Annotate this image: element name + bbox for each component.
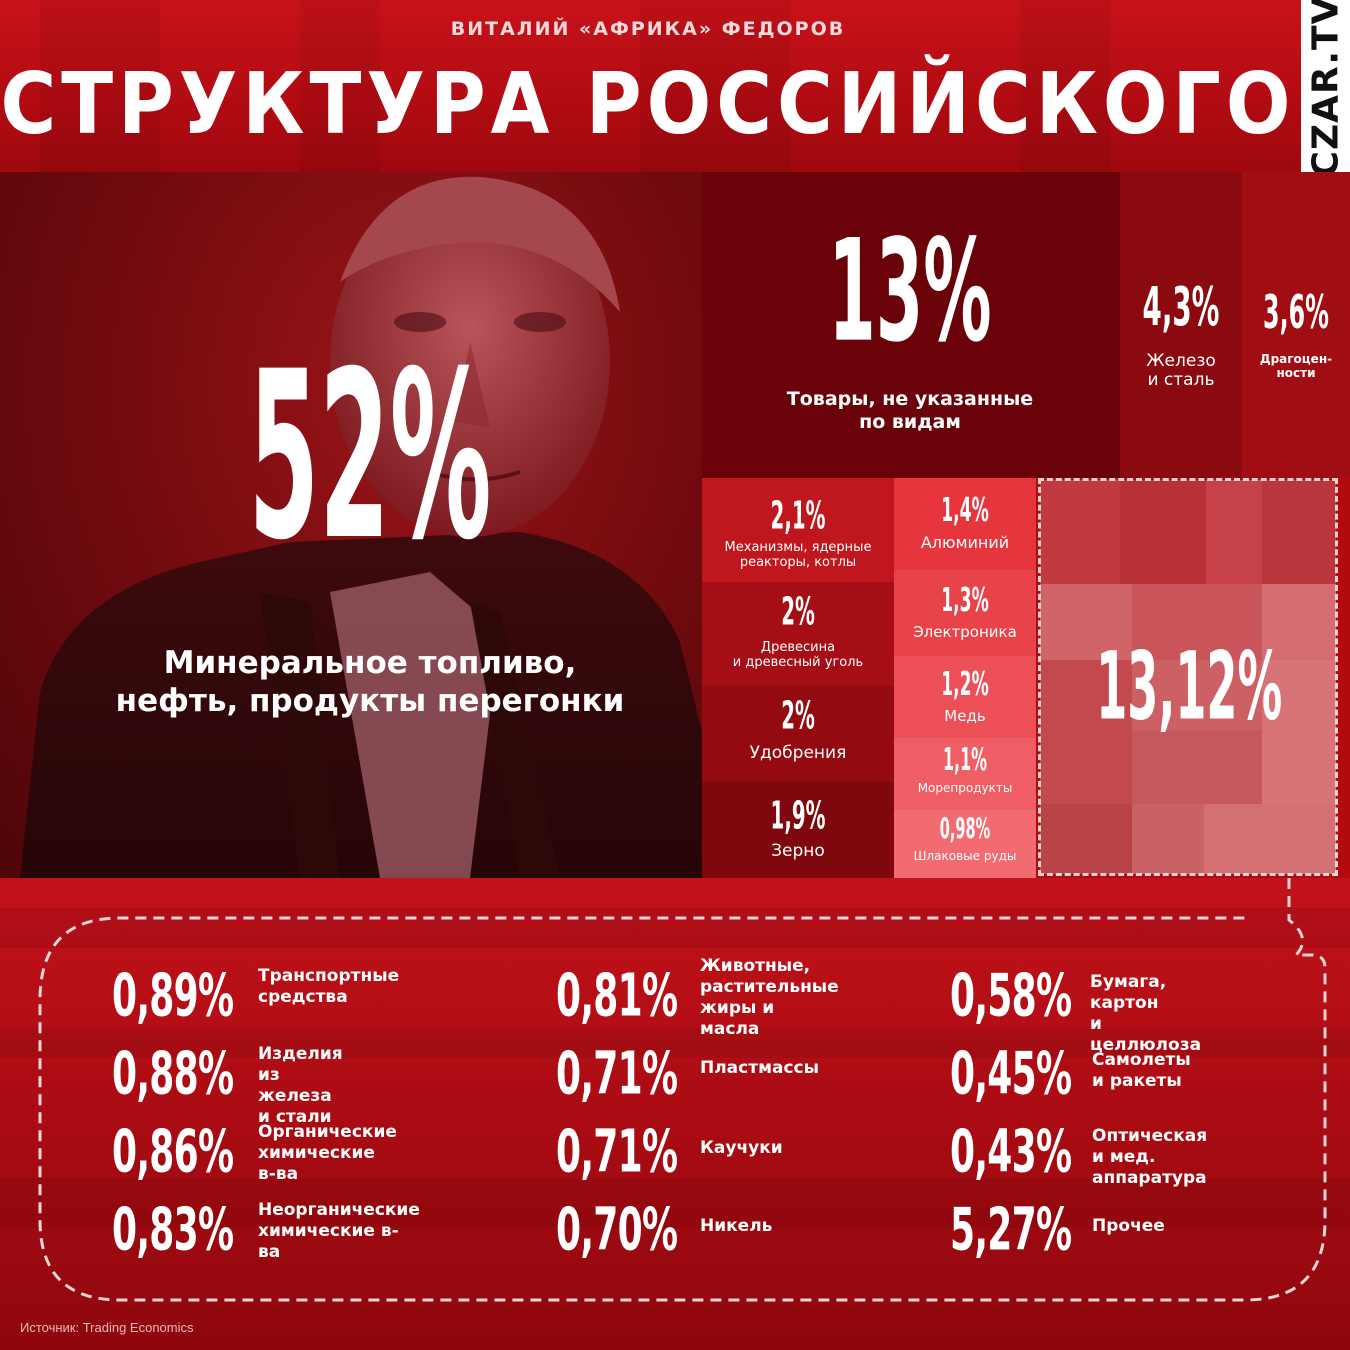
breakdown-value: 0,89%	[112, 961, 234, 1030]
value-2-fertilizer: 2%	[781, 693, 815, 739]
value-1-1: 1,1%	[943, 742, 987, 778]
person-silhouette-icon	[20, 176, 702, 878]
breakdown-label: Пластмассы	[700, 1058, 819, 1078]
label-jewelry: Драгоцен- ности	[1259, 352, 1333, 380]
breakdown-value: 0,88%	[112, 1039, 234, 1108]
block-jewelry-bg	[1242, 172, 1350, 478]
label-grain: Зерно	[771, 841, 825, 861]
value-1-9: 1,9%	[770, 793, 826, 839]
block-grain-bg	[702, 782, 894, 878]
breakdown-value: 0,71%	[556, 1039, 678, 1108]
block-not-specified-bg	[702, 172, 1120, 478]
value-52: 52%	[248, 323, 492, 592]
breakdown-value: 0,45%	[950, 1039, 1072, 1108]
label-electronics: Электроника	[913, 623, 1017, 641]
other-block-outline	[1038, 478, 1338, 876]
breakdown-label: Неорганические химические в-ва	[258, 1200, 420, 1262]
value-2-1: 2,1%	[770, 493, 826, 539]
breakdown-label: Транспортные средства	[258, 966, 400, 1007]
author-name: ВИТАЛИЙ «АФРИКА» ФЕДОРОВ	[450, 18, 846, 40]
label-aluminium: Алюминий	[920, 533, 1010, 552]
value-4-3: 4,3%	[1142, 275, 1220, 338]
breakdown-value: 0,70%	[556, 1195, 678, 1264]
breakdown-value: 0,81%	[556, 961, 678, 1030]
block-machinery-bg	[702, 478, 894, 582]
value-0-98: 0,98%	[939, 814, 991, 847]
breakdown-label: Каучуки	[700, 1138, 783, 1158]
block-electronics-bg	[894, 570, 1036, 656]
czar-tv-logo[interactable]: CZAR.TV	[1301, 0, 1350, 177]
value-13-12: 13,12%	[1096, 631, 1283, 741]
label-iron-steel: Железо и сталь	[1146, 351, 1216, 390]
label-slag: Шлаковые руды	[913, 849, 1017, 863]
photo-panel	[0, 172, 702, 878]
breakdown-label: Прочее	[1092, 1216, 1165, 1236]
breakdown-label: Самолеты и ракеты	[1092, 1050, 1191, 1091]
value-3-6: 3,6%	[1263, 287, 1329, 340]
value-1-4: 1,4%	[941, 491, 989, 531]
block-seafood-bg	[894, 738, 1036, 810]
label-seafood: Морепродукты	[917, 781, 1013, 795]
label-not-specified: Товары, не указанные по видам	[786, 388, 1034, 433]
block-iron-steel-bg	[1120, 172, 1242, 478]
value-13: 13%	[828, 209, 992, 373]
header-background	[0, 0, 1350, 172]
breakdown-label: Изделия из железа и стали	[258, 1044, 343, 1127]
breakdown-label: Животные, растительные жиры и масла	[700, 956, 839, 1039]
breakdown-label: Органические химические в-ва	[258, 1122, 397, 1184]
label-fertilizer: Удобрения	[749, 743, 847, 763]
breakdown-value: 0,83%	[112, 1195, 234, 1264]
value-1-3: 1,3%	[941, 581, 989, 621]
breakdown-value: 0,86%	[112, 1117, 234, 1186]
breakdown-value: 0,71%	[556, 1117, 678, 1186]
block-copper-bg	[894, 656, 1036, 738]
label-wood: Древесина и древесный уголь	[732, 640, 864, 670]
label-copper: Медь	[944, 707, 986, 725]
breakdown-label: Оптическая и мед. аппаратура	[1092, 1126, 1208, 1188]
breakdown-label: Бумага, картон и целлюлоза	[1090, 972, 1202, 1055]
breakdown-value: 5,27%	[950, 1195, 1072, 1264]
label-machinery: Механизмы, ядерные реакторы, котлы	[724, 540, 872, 570]
footer-background	[0, 878, 1350, 1350]
breakdown-value: 0,58%	[950, 961, 1072, 1030]
block-aluminium-bg	[894, 478, 1036, 570]
logo-text: CZAR.TV	[1305, 0, 1346, 177]
label-mineral-fuel: Минеральное топливо, нефть, продукты пер…	[115, 645, 625, 719]
block-wood-bg	[702, 582, 894, 686]
breakdown-value: 0,43%	[950, 1117, 1072, 1186]
block-fertilizer-bg	[702, 686, 894, 782]
block-slag-bg	[894, 810, 1036, 878]
value-2-wood: 2%	[781, 589, 815, 635]
breakdown-label: Никель	[700, 1216, 773, 1236]
source-note: Источник: Trading Economics	[20, 1320, 194, 1335]
value-1-2: 1,2%	[941, 665, 989, 705]
